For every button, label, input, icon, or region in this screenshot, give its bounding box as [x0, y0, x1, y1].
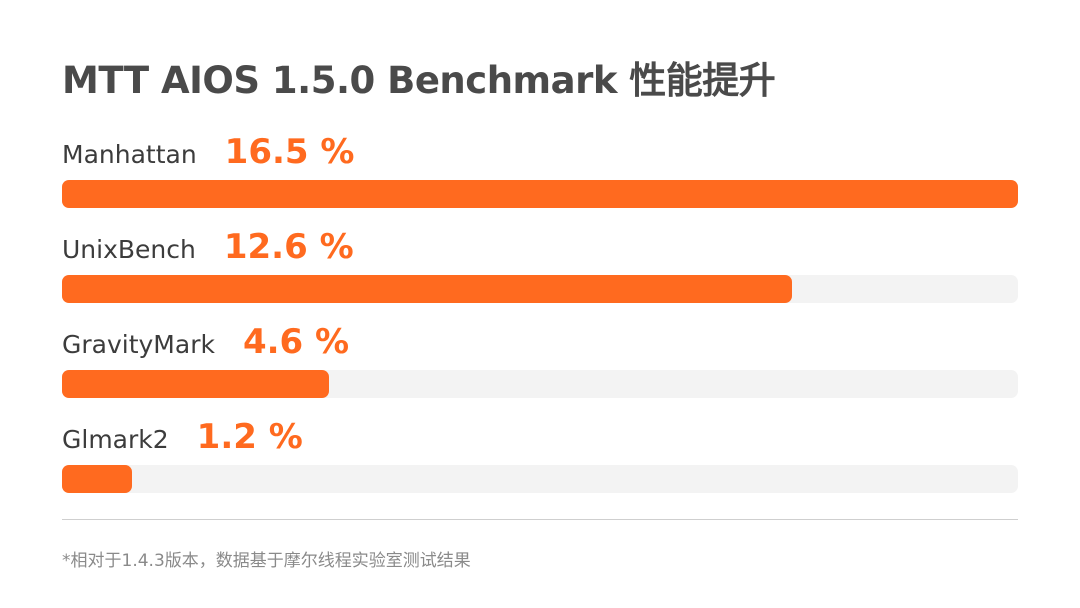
category-label-1: UnixBench: [62, 235, 196, 264]
category-label-2: GravityMark: [62, 330, 215, 359]
bar-track-0: [62, 180, 1018, 208]
footnote: *相对于1.4.3版本，数据基于摩尔线程实验室测试结果: [62, 551, 471, 571]
bar-track-1: [62, 275, 1018, 303]
value-label-3: 1.2 %: [196, 417, 303, 457]
bar-0: [62, 180, 1018, 208]
category-label-3: Glmark2: [62, 425, 169, 454]
value-label-2: 4.6 %: [242, 322, 350, 362]
value-label-1: 12.6 %: [223, 227, 354, 267]
category-label-0: Manhattan: [62, 140, 197, 169]
value-label-0: 16.5 %: [224, 132, 355, 172]
bar-track-3: [62, 465, 1018, 493]
chart-title: MTT AIOS 1.5.0 Benchmark 性能提升: [62, 59, 776, 102]
divider: [62, 519, 1018, 520]
bar-1: [62, 275, 793, 303]
bar-3: [62, 465, 132, 493]
bar-2: [62, 370, 329, 398]
bar-track-2: [62, 370, 1018, 398]
